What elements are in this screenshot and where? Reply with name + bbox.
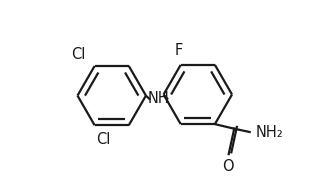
Text: Cl: Cl: [71, 47, 85, 62]
Text: NH₂: NH₂: [255, 125, 283, 139]
Text: O: O: [222, 159, 234, 174]
Text: F: F: [174, 43, 182, 58]
Text: Cl: Cl: [96, 132, 111, 147]
Text: NH: NH: [147, 91, 169, 106]
